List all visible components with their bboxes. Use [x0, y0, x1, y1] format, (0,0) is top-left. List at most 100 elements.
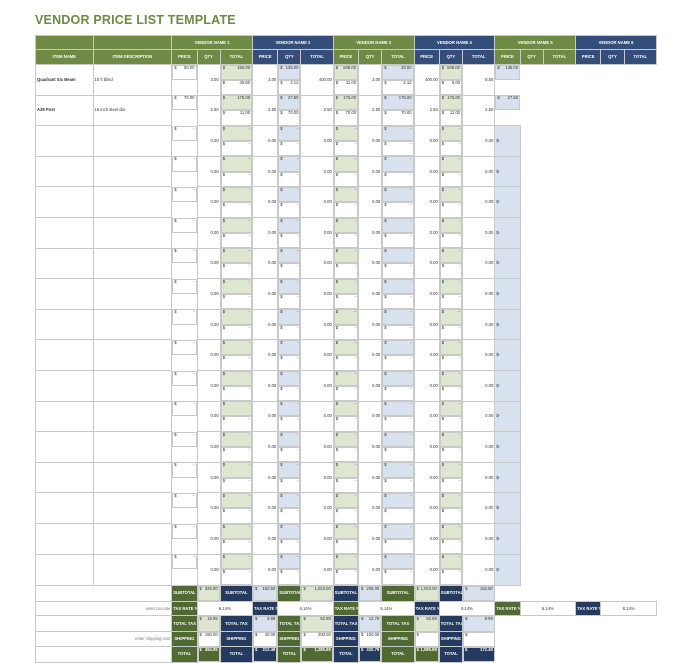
vendor-name-1[interactable]: VENDOR NAME 1	[171, 34, 254, 51]
price-cell[interactable]: $ -	[382, 232, 414, 249]
vendor-name-4[interactable]: VENDOR NAME 4	[413, 34, 496, 51]
qty-cell[interactable]: 0.00	[358, 370, 383, 402]
qty-cell[interactable]: 0.00	[413, 492, 440, 524]
item-description-cell[interactable]	[92, 278, 173, 310]
price-cell[interactable]: $ -	[172, 248, 197, 264]
price-cell[interactable]: $ -	[172, 431, 197, 448]
price-cell[interactable]: $ -	[382, 508, 414, 524]
price-cell[interactable]: $ -	[172, 125, 197, 142]
price-cell[interactable]: $ -	[278, 569, 301, 585]
qty-cell[interactable]: 0.00	[461, 339, 496, 372]
item-description-cell[interactable]	[92, 492, 173, 524]
qty-cell[interactable]: 0.00	[196, 278, 221, 310]
qty-cell[interactable]: 0.00	[252, 278, 279, 310]
price-cell[interactable]: $ -	[382, 171, 414, 187]
qty-cell[interactable]: 0.00	[461, 492, 496, 524]
shipping-value[interactable]: $100.00	[359, 631, 382, 647]
price-cell[interactable]: $ -	[333, 263, 359, 279]
price-cell[interactable]: $ -	[333, 477, 359, 493]
qty-cell[interactable]: 0.00	[196, 247, 221, 280]
price-cell[interactable]: $ -	[172, 339, 197, 356]
price-cell[interactable]: $ -	[172, 217, 197, 233]
qty-cell[interactable]: 0.00	[461, 461, 496, 494]
price-cell[interactable]: $ -	[333, 141, 359, 157]
item-description-cell[interactable]	[92, 125, 173, 157]
qty-cell[interactable]: 0.00	[300, 431, 334, 463]
qty-cell[interactable]: 0.00	[461, 125, 496, 157]
qty-cell[interactable]: 0.00	[413, 523, 440, 555]
item-description-cell[interactable]	[92, 553, 173, 586]
qty-cell[interactable]: 3.00	[196, 63, 221, 96]
price-cell[interactable]: $ -	[333, 294, 359, 310]
tax-rate-value[interactable]: 6.14%	[438, 600, 496, 617]
qty-cell[interactable]: 0.00	[252, 186, 279, 219]
qty-cell[interactable]: 0.00	[413, 370, 440, 402]
price-cell[interactable]: $ -	[439, 355, 462, 371]
price-cell[interactable]: $ -	[172, 186, 197, 203]
qty-cell[interactable]: 0.00	[461, 186, 496, 219]
item-description-cell[interactable]	[92, 461, 173, 494]
qty-cell[interactable]: 0.00	[196, 370, 221, 402]
qty-cell[interactable]: 0.00	[358, 247, 383, 280]
price-cell[interactable]: $2.12	[382, 79, 414, 96]
qty-cell[interactable]: 0.00	[252, 461, 279, 494]
item-description-cell[interactable]	[92, 339, 173, 372]
qty-cell[interactable]: 0.00	[196, 339, 221, 372]
tax-rate-value[interactable]: 6.14%	[277, 600, 334, 617]
qty-cell[interactable]: 0.00	[196, 523, 221, 555]
item-name-cell[interactable]: A38 Post	[35, 94, 94, 127]
qty-cell[interactable]: 8.50	[461, 63, 496, 96]
price-cell[interactable]: $ -	[439, 538, 462, 555]
price-cell[interactable]: $ -	[439, 569, 462, 585]
item-description-cell[interactable]	[92, 431, 173, 463]
qty-cell[interactable]: 400.00	[413, 63, 440, 96]
price-cell[interactable]: $ -	[382, 324, 414, 340]
price-cell[interactable]: $ -	[382, 202, 414, 218]
qty-cell[interactable]: 0.00	[252, 308, 279, 341]
qty-cell[interactable]: 0.00	[252, 553, 279, 586]
qty-cell[interactable]: 0.00	[461, 523, 496, 555]
price-cell[interactable]: $ -	[172, 523, 197, 539]
price-cell[interactable]: $ -	[278, 141, 301, 157]
qty-cell[interactable]: 0.00	[358, 125, 383, 157]
qty-cell[interactable]: 0.00	[196, 155, 221, 188]
qty-cell[interactable]: 0.00	[413, 339, 440, 372]
qty-cell[interactable]: 0.00	[300, 461, 334, 494]
qty-cell[interactable]: 0.00	[358, 492, 383, 524]
item-name-cell[interactable]	[35, 278, 94, 310]
qty-cell[interactable]: 0.00	[252, 523, 279, 555]
qty-cell[interactable]: 0.00	[413, 278, 440, 310]
price-cell[interactable]: $ -	[220, 232, 253, 249]
qty-cell[interactable]: 0.00	[252, 492, 279, 524]
vendor-name-6[interactable]: VENDOR NAME 6	[575, 34, 657, 51]
price-cell[interactable]: $ -	[278, 355, 301, 371]
tax-rate-value[interactable]: 6.14%	[519, 600, 577, 617]
price-cell[interactable]: $ -	[333, 416, 359, 432]
price-cell[interactable]: $ -	[439, 477, 462, 493]
price-cell[interactable]: $ -	[439, 171, 462, 187]
qty-cell[interactable]: 3.00	[358, 63, 383, 96]
qty-cell[interactable]: 0.00	[196, 461, 221, 494]
qty-cell[interactable]: 0.00	[413, 155, 440, 188]
qty-cell[interactable]: 0.00	[300, 553, 334, 586]
price-cell[interactable]: $ -	[172, 156, 197, 172]
price-cell[interactable]: $ -	[220, 447, 253, 463]
qty-cell[interactable]: 0.00	[196, 308, 221, 341]
item-name-cell[interactable]	[35, 461, 94, 494]
qty-cell[interactable]: 0.00	[413, 125, 440, 157]
item-name-cell[interactable]	[35, 308, 94, 341]
tax-rate-value[interactable]: 6.14%	[600, 600, 657, 617]
qty-cell[interactable]: 0.00	[461, 308, 496, 341]
qty-cell[interactable]: 400.00	[300, 63, 334, 96]
price-cell[interactable]: $ -	[220, 355, 253, 371]
price-cell[interactable]: $ -	[220, 385, 253, 402]
price-cell[interactable]: $ -	[278, 416, 301, 432]
qty-cell[interactable]: 0.00	[358, 553, 383, 586]
price-cell[interactable]: $ -	[278, 324, 301, 340]
price-cell[interactable]: $ -	[333, 355, 359, 371]
qty-cell[interactable]: 0.00	[413, 308, 440, 341]
price-cell[interactable]: $70.00	[172, 95, 197, 111]
price-cell[interactable]: $11.00	[220, 110, 253, 126]
qty-cell[interactable]: 0.00	[461, 155, 496, 188]
price-cell[interactable]: $ -	[172, 492, 197, 509]
